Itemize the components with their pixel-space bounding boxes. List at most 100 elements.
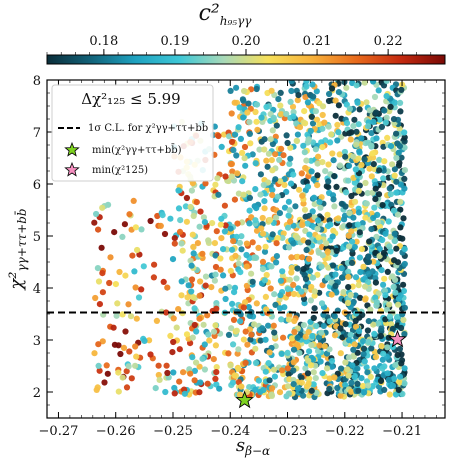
scatter-point: [372, 249, 379, 256]
scatter-point: [342, 381, 349, 388]
scatter-point: [397, 198, 404, 205]
scatter-point: [199, 250, 206, 257]
scatter-point: [302, 120, 309, 127]
scatter-point: [173, 324, 180, 331]
scatter-point: [222, 285, 229, 292]
scatter-point: [265, 360, 272, 367]
scatter-point: [196, 363, 203, 370]
scatter-point: [237, 269, 244, 276]
colorbar: c²h₉₅γγ 0.18 0.19 0.20 0.21 0.22: [46, 1, 446, 65]
scatter-point: [146, 337, 153, 344]
scatter-point: [104, 370, 111, 377]
scatter-point: [276, 210, 283, 217]
scatter-point: [211, 277, 218, 284]
scatter-point: [246, 207, 253, 214]
scatter-point: [351, 341, 358, 348]
scatter-point: [303, 246, 310, 254]
scatter-point: [352, 166, 359, 173]
scatter-point: [313, 116, 321, 123]
scatter-point: [308, 387, 315, 394]
scatter-point: [352, 323, 360, 330]
scatter-point: [300, 392, 307, 399]
scatter-point: [287, 144, 294, 151]
scatter-point: [393, 245, 400, 252]
legend-box: [51, 84, 214, 182]
scatter-point: [187, 257, 194, 264]
scatter-point: [314, 160, 321, 167]
scatter-point: [365, 318, 372, 325]
scatter-point: [294, 341, 301, 349]
scatter-point: [290, 109, 297, 116]
scatter-point: [235, 365, 242, 372]
scatter-point: [204, 312, 211, 319]
scatter-point: [236, 391, 244, 398]
scatter-point: [323, 183, 330, 190]
scatter-point: [246, 130, 253, 137]
scatter-point: [355, 187, 362, 194]
scatter-point: [396, 143, 403, 150]
scatter-point: [378, 325, 385, 332]
scatter-point: [93, 386, 100, 393]
scatter-point: [309, 120, 317, 127]
scatter-point: [325, 123, 332, 130]
scatter-point: [111, 229, 118, 236]
scatter-point: [306, 255, 313, 262]
scatter-point: [340, 223, 347, 230]
scatter-point: [349, 283, 356, 290]
scatter-point: [354, 221, 361, 228]
scatter-point: [262, 243, 269, 250]
scatter-point: [296, 349, 303, 357]
scatter-point: [283, 110, 290, 118]
scatter-point: [336, 162, 344, 169]
scatter-point: [275, 96, 282, 103]
y-tick-label: 7: [33, 126, 41, 141]
scatter-point: [401, 260, 408, 268]
scatter-point: [377, 333, 384, 340]
scatter-point: [191, 321, 198, 329]
scatter-point: [162, 388, 169, 396]
scatter-point: [185, 282, 192, 289]
scatter-point: [196, 292, 203, 299]
scatter-point: [215, 132, 222, 140]
scatter-point: [401, 185, 408, 192]
scatter-point: [268, 87, 275, 94]
scatter-point: [324, 274, 331, 281]
scatter-point: [345, 177, 352, 184]
scatter-point: [350, 153, 357, 160]
scatter-point: [367, 306, 374, 313]
scatter-point: [330, 262, 337, 269]
scatter-point: [319, 370, 326, 377]
special-points: [235, 329, 407, 409]
scatter-point: [319, 159, 326, 166]
scatter-point: [301, 206, 309, 213]
scatter-point: [294, 253, 301, 260]
scatter-point: [309, 208, 316, 215]
colorbar-strip: [46, 54, 446, 65]
scatter-point: [342, 153, 349, 160]
scatter-point: [348, 379, 355, 386]
scatter-point: [276, 305, 284, 312]
scatter-point: [232, 252, 239, 259]
scatter-point: [187, 370, 194, 377]
scatter-point: [353, 238, 360, 245]
scatter-point: [110, 324, 117, 331]
scatter-point: [358, 246, 366, 253]
scatter-point: [163, 362, 170, 369]
scatter-point: [242, 328, 249, 335]
scatter-point: [401, 380, 408, 387]
scatter-point: [189, 354, 196, 361]
scatter-point: [314, 172, 321, 179]
scatter-point: [364, 327, 371, 334]
scatter-point: [98, 244, 105, 251]
scatter-point: [391, 375, 398, 382]
scatter-point: [309, 81, 316, 88]
scatter-point: [252, 217, 259, 224]
scatter-point: [287, 218, 294, 225]
scatter-point: [386, 313, 393, 320]
scatter-point: [96, 301, 103, 308]
scatter-point: [280, 334, 287, 341]
scatter-point: [261, 136, 268, 143]
scatter-point: [243, 263, 250, 270]
scatter-point: [91, 350, 98, 357]
scatter-point: [290, 359, 297, 366]
